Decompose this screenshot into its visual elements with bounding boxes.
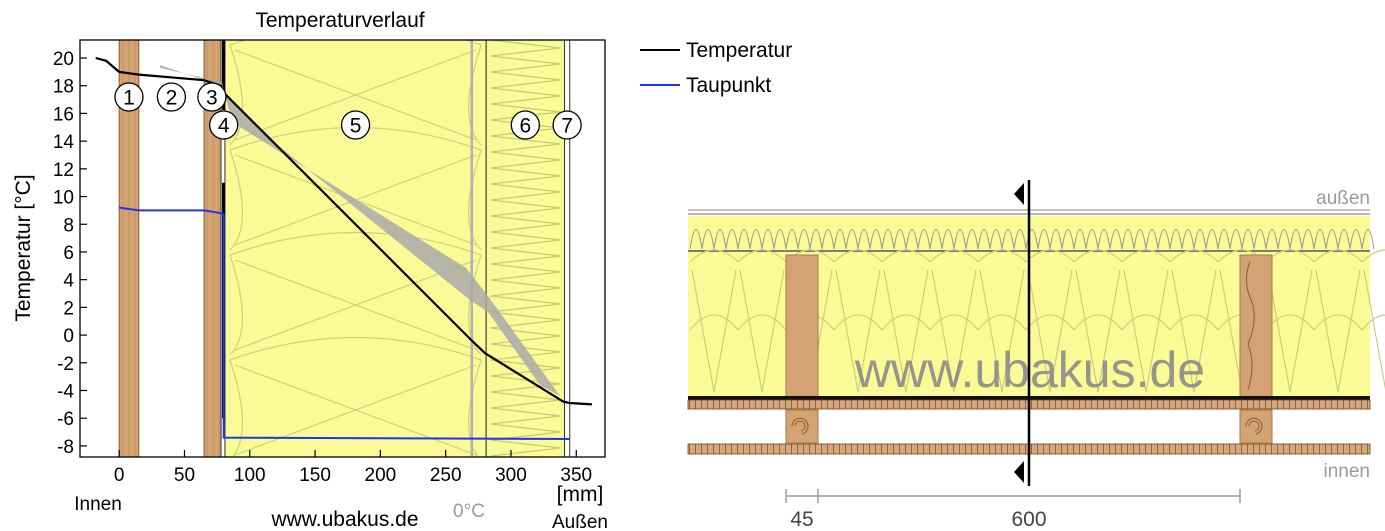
x-tick-label: 300 [495,465,527,486]
membrane-strip [222,40,226,110]
y-tick-label: 20 [53,49,74,70]
dimension-45: 45 [790,508,813,531]
insulation-cell-outline [229,336,482,457]
x-tick-label: 150 [299,465,331,486]
temperature-chart: Temperaturverlauf 1 2 34 5 6 7 20181614121086… [12,9,792,531]
layer-number-1: 1 [123,87,135,110]
y-tick-label: 10 [53,188,74,209]
y-tick-label: 6 [63,243,74,264]
dimension-lines [785,489,1241,503]
y-tick-label: -4 [57,382,74,403]
layer-number-7: 7 [561,115,573,138]
zero-line-label: 0°C [453,501,485,522]
layer-7-membrane [564,40,571,457]
outside-label: Außen [552,512,608,531]
y-axis-label: Temperatur [°C] [12,174,35,321]
section-arrow-top [1014,183,1024,205]
layer-badge-5 [340,110,371,140]
inside-section-label: innen [1324,461,1371,482]
stud-left [785,254,819,399]
layer-badge-3 [197,82,227,112]
y-tick-label: 0 [63,326,74,347]
y-tick-label: 2 [63,298,74,319]
x-axis: 0 50 100 150 200 250 300 350 [114,450,592,486]
x-tick-label: 100 [234,465,266,486]
plot-frame [79,39,606,458]
x-tick-label: 50 [174,465,195,486]
legend: Temperatur Taupunkt [640,39,792,97]
layer-badge-7 [552,110,582,140]
cross-section: www.ubakus.de außen innen 45 600 [687,180,1385,531]
x-tick-label: 0 [114,465,125,486]
y-tick-label: -2 [57,354,74,375]
y-tick-label: 12 [53,160,74,181]
y-tick-label: -6 [57,409,74,430]
layer-badge-1 [114,82,144,112]
insulation-board-pattern [689,229,1375,250]
chart-title: Temperaturverlauf [255,9,424,32]
layer-badge-2 [156,82,187,112]
batten-left [785,409,819,444]
batten-grain-right [1245,417,1263,435]
y-tick-label: 14 [53,132,75,153]
layer-number-5: 5 [350,115,362,138]
section-arrow-bottom [1014,461,1024,483]
layer-1-wood [118,40,140,457]
layer-number-6: 6 [519,115,531,138]
y-tick-label: 4 [63,271,74,292]
y-tick-label: 16 [53,104,74,125]
chart-watermark: www.ubakus.de [270,508,418,531]
insulation-cell-outline [229,40,482,146]
batten-right [1239,409,1273,444]
y-tick-label: 18 [53,77,74,98]
x-tick-label: 200 [365,465,397,486]
layer-number-group: 1 2 34 5 6 7 [114,82,582,140]
stud-right [1239,254,1273,399]
y-tick-label: 8 [63,215,74,236]
layer-badge-6 [510,110,540,140]
x-tick-label: 350 [560,465,592,486]
layer-5-insulation [224,40,487,457]
series-line-taupunkt [119,206,570,440]
legend-label-temperatur: Temperatur [686,39,792,62]
dimension-600: 600 [1011,508,1046,531]
x-tick-label: 250 [430,465,462,486]
y-tick-label: -8 [57,437,74,458]
layer-badge-4 [209,110,239,140]
layer-number-3: 3 [206,87,218,110]
board-wave-lines [689,229,1375,250]
x-unit-label: [mm] [557,483,604,506]
inside-label: Innen [74,494,122,515]
insulation-cell-outline [229,231,482,356]
layer-number-2: 2 [166,87,178,110]
batten-grain-left [791,417,809,435]
outside-section-label: außen [1316,188,1370,209]
layer-number-4: 4 [218,115,230,138]
legend-label-taupunkt: Taupunkt [686,74,771,97]
wood-crack [1246,261,1255,391]
layer-bands [118,40,571,457]
